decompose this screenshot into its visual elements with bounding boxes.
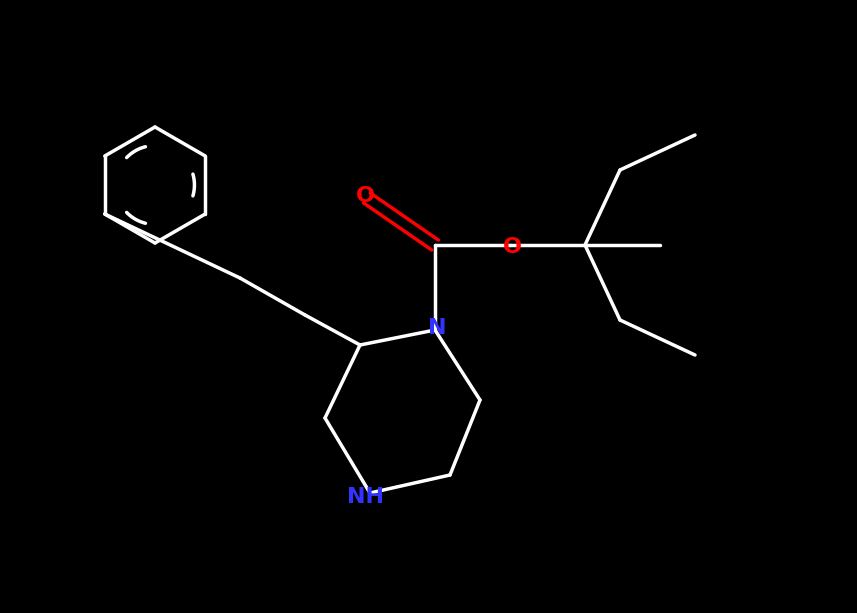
Text: N: N [428, 318, 446, 338]
Text: O: O [502, 237, 522, 257]
Text: O: O [356, 186, 375, 206]
Text: NH: NH [347, 487, 385, 507]
